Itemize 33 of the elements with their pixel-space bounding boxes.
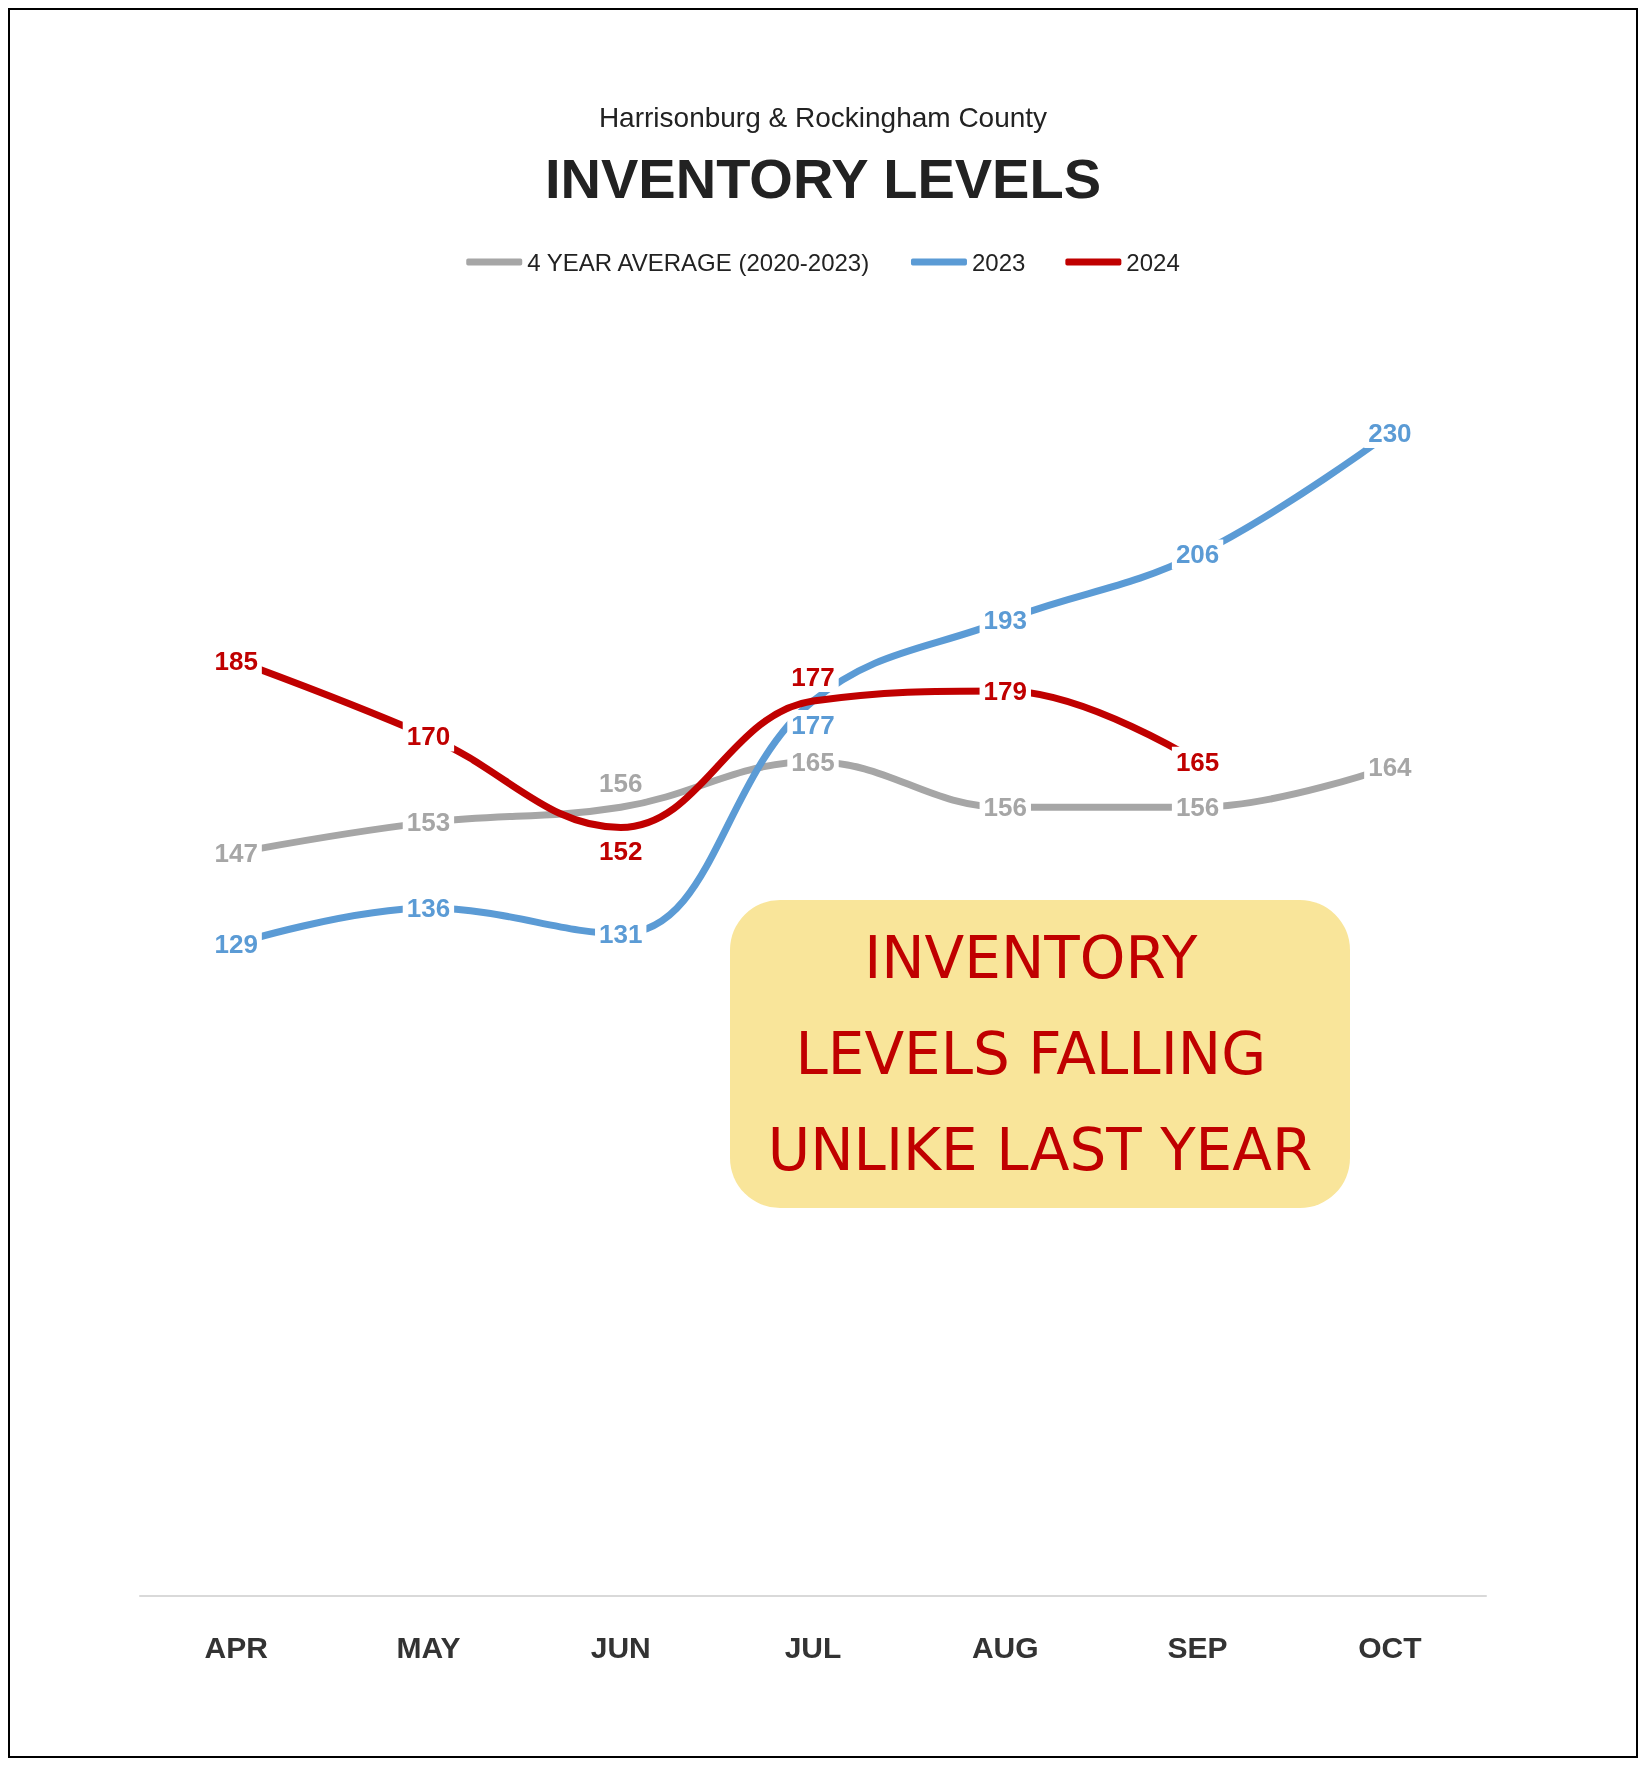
- data-label: 164: [1368, 751, 1413, 782]
- data-label: 156: [599, 768, 643, 799]
- data-label: 129: [214, 928, 258, 959]
- data-label: 185: [214, 645, 258, 676]
- x-tick-label: MAY: [396, 1630, 461, 1664]
- data-label: 131: [599, 918, 643, 949]
- data-label: 156: [983, 792, 1027, 823]
- data-label: 177: [791, 710, 835, 741]
- data-label: 136: [406, 893, 451, 924]
- data-label: 193: [983, 605, 1027, 636]
- data-label: 165: [791, 746, 835, 777]
- data-label: 206: [1175, 539, 1220, 570]
- legend-label: 2024: [1126, 248, 1180, 276]
- annotation: INVENTORY LEVELS FALLING UNLIKE LAST YEAR: [767, 924, 1313, 1184]
- chart-title: INVENTORY LEVELS: [545, 146, 1101, 210]
- data-label: 179: [983, 675, 1027, 706]
- x-tick-label: JUL: [784, 1630, 842, 1664]
- data-label: 152: [599, 836, 643, 867]
- x-tick-label: AUG: [971, 1630, 1039, 1664]
- data-label: 230: [1368, 418, 1412, 449]
- data-label: 153: [406, 807, 451, 838]
- legend-label: 4 YEAR AVERAGE (2020-2023): [527, 248, 870, 276]
- legend-label: 2023: [971, 248, 1026, 276]
- data-label: 177: [791, 662, 835, 693]
- chart-subtitle: Harrisonburg & Rockingham County: [598, 101, 1048, 133]
- data-label: 156: [1175, 792, 1220, 823]
- x-tick-label: OCT: [1358, 1630, 1422, 1664]
- x-tick-label: JUN: [590, 1630, 651, 1664]
- data-label: 170: [406, 721, 451, 752]
- data-label: 165: [1175, 746, 1220, 777]
- x-tick-label: APR: [204, 1630, 269, 1664]
- data-label: 147: [214, 837, 258, 868]
- x-tick-label: SEP: [1167, 1630, 1228, 1664]
